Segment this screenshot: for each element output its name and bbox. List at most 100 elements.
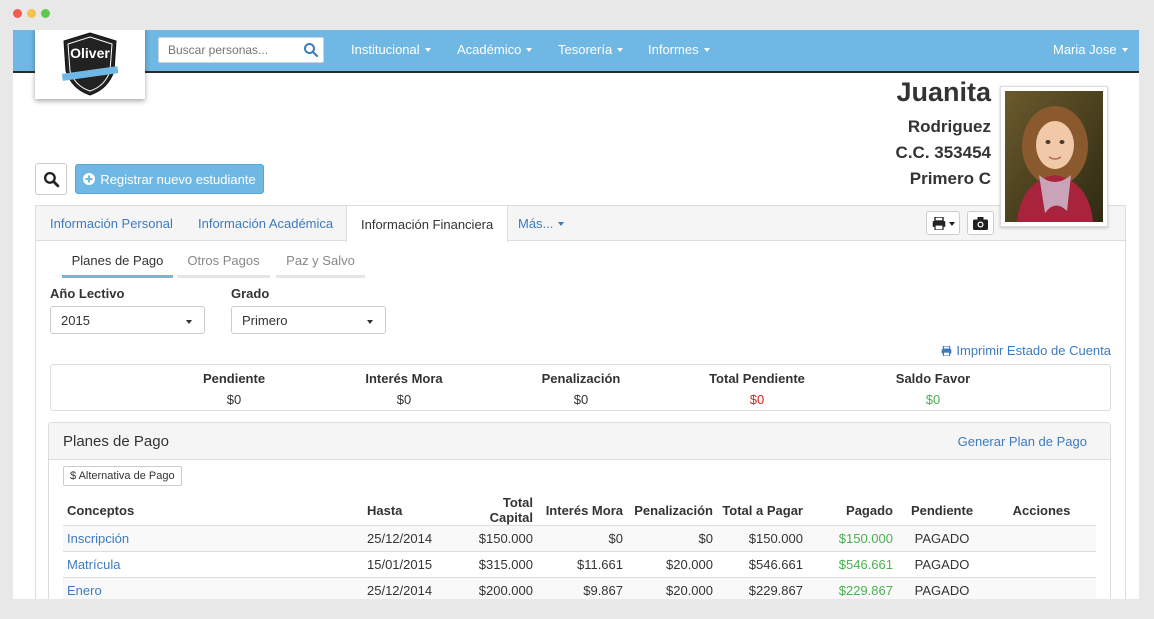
subtab-planes-de-pago[interactable]: Planes de Pago: [62, 246, 173, 278]
concept-link[interactable]: Matrícula: [67, 557, 121, 572]
user-menu[interactable]: Maria Jose: [1053, 42, 1128, 57]
chevron-down-icon: [948, 221, 955, 226]
cell-actions: [987, 551, 1096, 578]
column-header: Pagado: [807, 495, 897, 526]
nav-tesoreria[interactable]: Tesorería: [558, 42, 624, 57]
nav-institucional[interactable]: Institucional: [351, 42, 431, 57]
summary-value: $0: [925, 392, 941, 407]
nav-label: Informes: [648, 42, 699, 57]
subtab-otros-pagos[interactable]: Otros Pagos: [177, 246, 270, 278]
tab-mas[interactable]: Más...: [504, 206, 578, 241]
cell-interest: $9.867: [537, 577, 627, 599]
student-panel: Información Personal Información Académi…: [35, 205, 1126, 599]
column-header: Acciones: [987, 495, 1096, 526]
cell-pending: PAGADO: [897, 577, 987, 599]
summary-label: Saldo Favor: [895, 371, 971, 386]
cell-interest: $0: [537, 525, 627, 552]
cell-until: 15/01/2015: [363, 551, 453, 578]
cell-until: 25/12/2014: [363, 525, 453, 552]
nav-informes[interactable]: Informes: [648, 42, 710, 57]
column-header: Interés Mora: [537, 495, 627, 526]
column-header: Conceptos: [63, 495, 363, 526]
register-student-button[interactable]: Registrar nuevo estudiante: [75, 164, 264, 194]
search-input[interactable]: [159, 38, 299, 62]
tab-informacion-academica[interactable]: Información Académica: [184, 206, 347, 241]
student-grade: Primero C: [909, 169, 991, 188]
subtab-label: Paz y Salvo: [286, 253, 355, 268]
search-icon[interactable]: [303, 42, 319, 63]
top-navbar: Institucional Académico Tesorería Inform…: [13, 30, 1139, 73]
printer-icon: [942, 345, 952, 356]
summary-interest: Interés Mora $0: [334, 371, 474, 407]
subtab-label: Otros Pagos: [187, 253, 260, 268]
search-student-button[interactable]: [35, 163, 67, 195]
chevron-down-icon: [186, 320, 192, 324]
concept-link[interactable]: Inscripción: [67, 531, 130, 546]
print-link-label: Imprimir Estado de Cuenta: [956, 343, 1111, 358]
browser-window: Institucional Académico Tesorería Inform…: [13, 30, 1139, 599]
cell-total: $229.867: [717, 577, 807, 599]
table-header-row: Conceptos Hasta Total Capital Interés Mo…: [63, 495, 1096, 526]
year-label: Año Lectivo: [50, 286, 125, 301]
window-controls: [13, 9, 50, 18]
summary-penalty: Penalización $0: [511, 371, 651, 407]
cell-paid: $229.867: [807, 577, 897, 599]
concept-link[interactable]: Enero: [67, 583, 102, 598]
year-select[interactable]: 2015: [50, 306, 205, 334]
close-dot[interactable]: [13, 9, 22, 18]
generate-plan-link[interactable]: Generar Plan de Pago: [957, 434, 1087, 449]
chevron-down-icon: [424, 48, 431, 52]
summary-value: $0: [573, 392, 589, 407]
cell-actions: [987, 525, 1096, 552]
print-dropdown-button[interactable]: [926, 211, 960, 235]
tab-label: Más...: [518, 216, 554, 231]
plans-title: Planes de Pago: [63, 433, 169, 450]
column-header: Total Capital: [453, 495, 537, 526]
payment-plans-table: Conceptos Hasta Total Capital Interés Mo…: [63, 495, 1096, 599]
year-value: 2015: [61, 312, 90, 328]
subtab-label: Planes de Pago: [71, 253, 164, 268]
camera-icon: [973, 216, 988, 230]
cell-penalty: $20.000: [627, 577, 717, 599]
cell-pending: PAGADO: [897, 525, 987, 552]
tab-informacion-financiera[interactable]: Información Financiera: [346, 206, 509, 242]
chevron-down-icon: [367, 320, 373, 324]
subtab-paz-y-salvo[interactable]: Paz y Salvo: [276, 246, 365, 278]
minimize-dot[interactable]: [27, 9, 36, 18]
logo-text: Oliver: [70, 45, 110, 61]
payment-alternative-button[interactable]: $ Alternativa de Pago: [63, 466, 182, 486]
chevron-down-icon: [703, 48, 710, 52]
register-label: Registrar nuevo estudiante: [100, 171, 256, 187]
print-statement-link[interactable]: Imprimir Estado de Cuenta: [941, 343, 1111, 358]
cell-until: 25/12/2014: [363, 577, 453, 599]
grade-select[interactable]: Primero: [231, 306, 386, 334]
chevron-down-icon: [526, 48, 533, 52]
tab-informacion-personal[interactable]: Información Personal: [36, 206, 187, 241]
plans-header: Planes de Pago Generar Plan de Pago: [49, 423, 1110, 460]
column-header: Total a Pagar: [717, 495, 807, 526]
grade-label: Grado: [231, 286, 270, 301]
table-row: Matrícula 15/01/2015 $315.000 $11.661 $2…: [63, 551, 1096, 578]
summary-pending: Pendiente $0: [164, 371, 304, 407]
cell-pending: PAGADO: [897, 551, 987, 578]
nav-academico[interactable]: Académico: [457, 42, 533, 57]
summary-value: $0: [396, 392, 412, 407]
plus-circle-icon: [83, 173, 96, 185]
student-first-name: Juanita: [896, 77, 991, 107]
column-header: Penalización: [627, 495, 717, 526]
student-last-name: Rodriguez: [907, 117, 991, 136]
chevron-down-icon: [1121, 48, 1128, 52]
student-id: C.C. 353454: [895, 143, 991, 162]
maximize-dot[interactable]: [41, 9, 50, 18]
camera-button[interactable]: [967, 211, 994, 235]
cell-paid: $546.661: [807, 551, 897, 578]
printer-icon: [932, 216, 945, 230]
school-logo[interactable]: Oliver: [35, 30, 145, 99]
tab-label: Información Personal: [50, 216, 173, 231]
cell-penalty: $20.000: [627, 551, 717, 578]
cell-capital: $200.000: [453, 577, 537, 599]
student-photo[interactable]: [1000, 86, 1108, 227]
tab-label: Información Financiera: [361, 216, 494, 232]
summary-label: Penalización: [541, 371, 621, 386]
payment-plans-panel: Planes de Pago Generar Plan de Pago $ Al…: [48, 422, 1111, 599]
